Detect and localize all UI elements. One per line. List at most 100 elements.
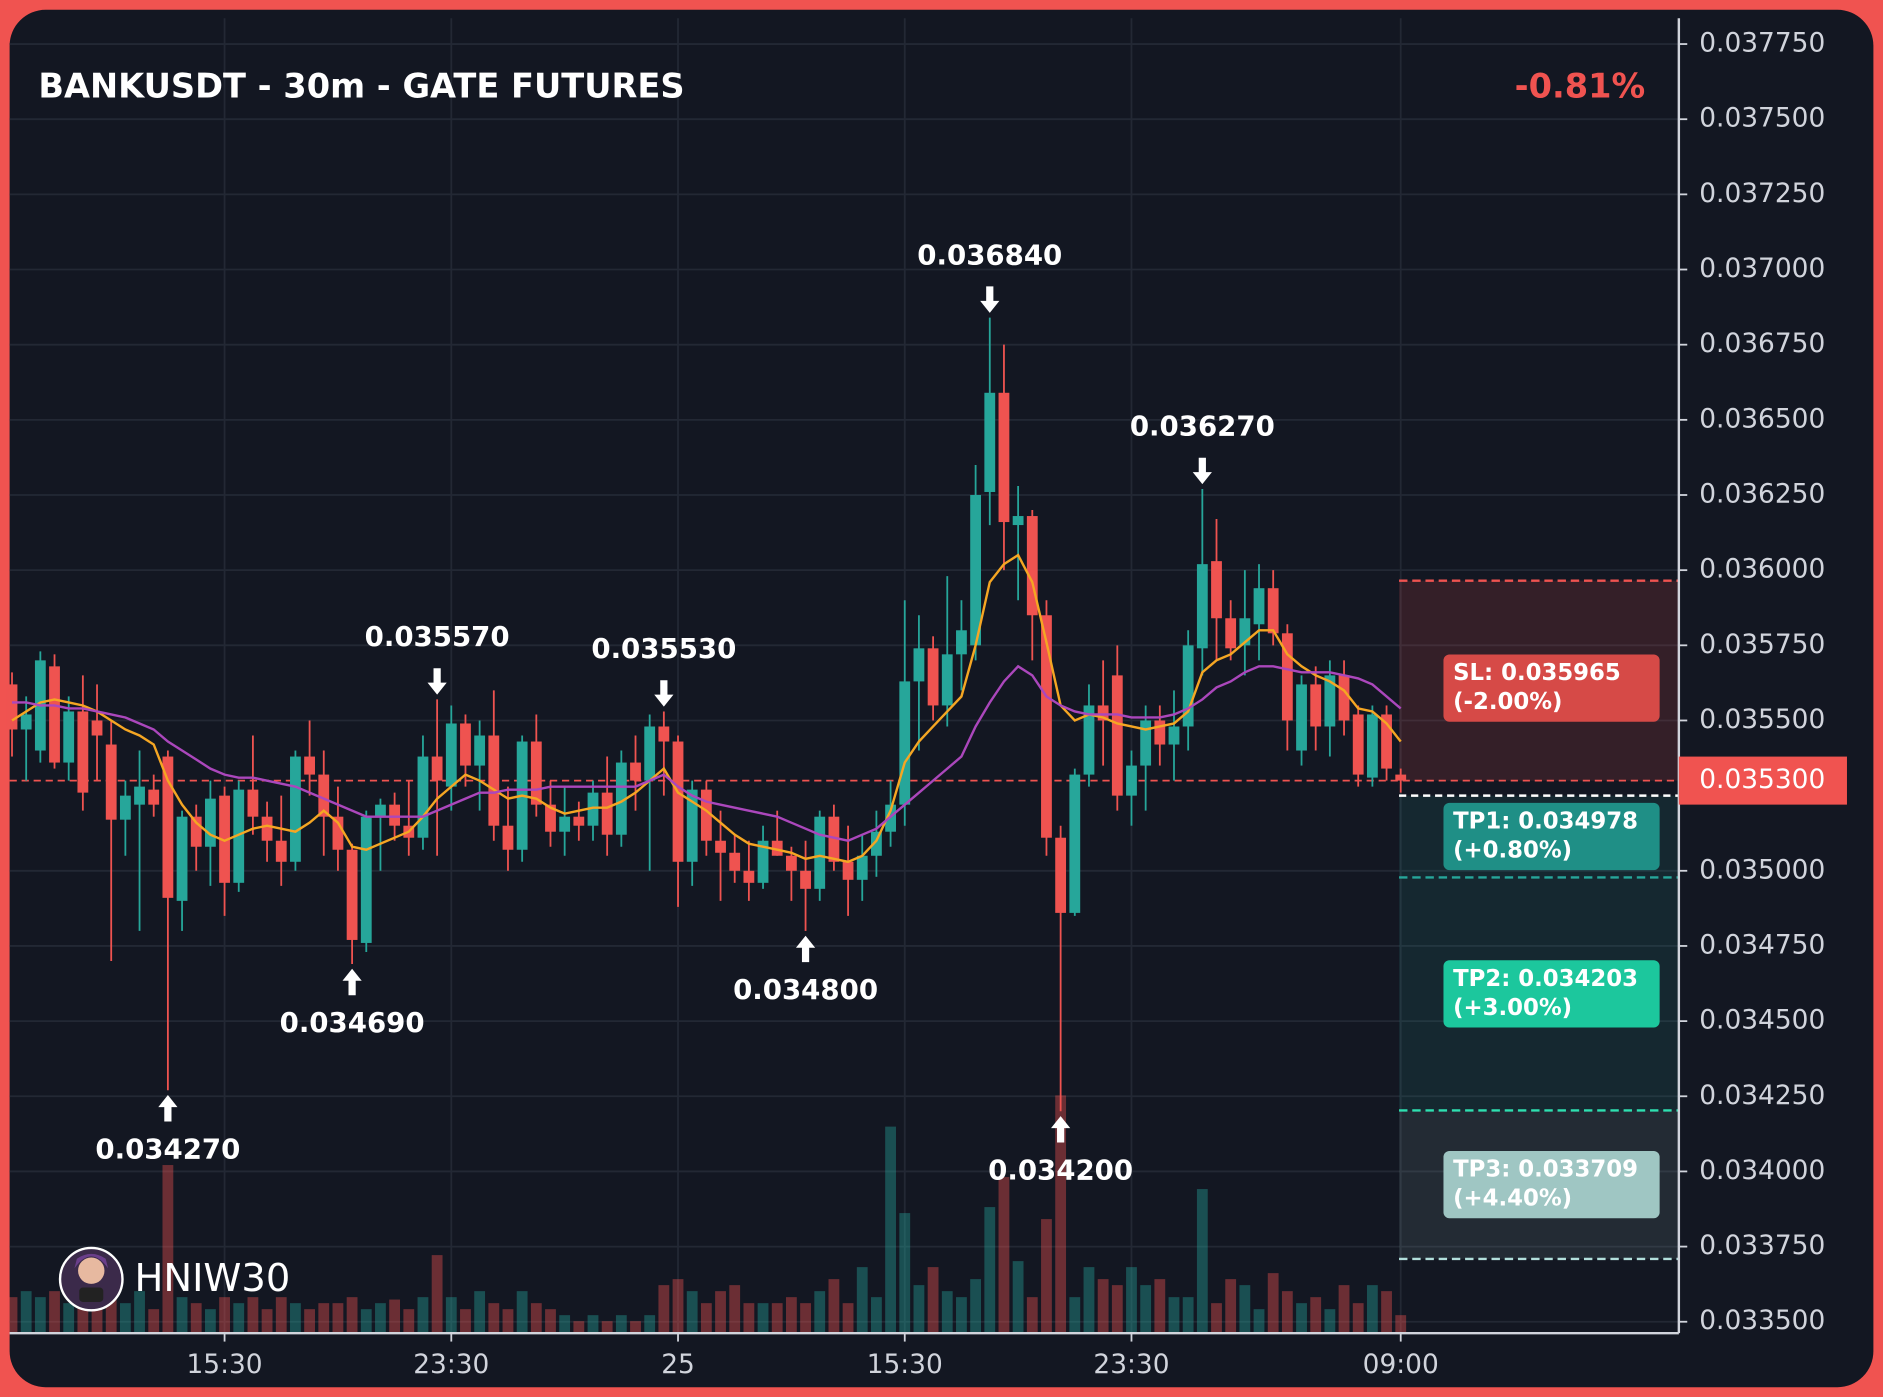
candle-body	[814, 816, 826, 889]
volume-bar	[1211, 1303, 1222, 1334]
candle-body	[148, 789, 160, 805]
volume-bar	[290, 1303, 301, 1334]
x-tick-label: 15:30	[187, 1349, 263, 1380]
volume-bar	[1026, 1297, 1038, 1334]
price-tag	[1678, 756, 1847, 805]
level-label: TP2: 0.034203	[1453, 966, 1638, 992]
candle-body	[275, 840, 287, 862]
volume-bar	[417, 1297, 429, 1334]
candle-body	[601, 792, 613, 835]
candle-body	[233, 789, 245, 883]
candle-body	[757, 840, 769, 883]
x-tick-label: 23:30	[1093, 1349, 1169, 1380]
y-tick-label: 0.034250	[1699, 1080, 1825, 1111]
candle-body	[1324, 675, 1336, 727]
volume-bar	[375, 1303, 386, 1334]
candle-body	[1196, 564, 1208, 649]
candle-body	[49, 666, 60, 763]
candle-body	[474, 735, 486, 766]
volume-bar	[91, 1309, 103, 1334]
volume-bar	[304, 1309, 315, 1334]
volume-bar	[984, 1207, 996, 1334]
candle-body	[1012, 516, 1024, 526]
volume-bar	[105, 1297, 117, 1334]
candle-body	[956, 630, 967, 655]
volume-bar	[941, 1291, 953, 1334]
high-label: 0.036270	[1130, 410, 1275, 443]
candle-body	[346, 849, 358, 940]
low-arrow	[158, 1095, 178, 1122]
candle-body	[1154, 720, 1166, 745]
candle-body	[63, 711, 75, 763]
candle-body	[899, 681, 911, 805]
volume-bar	[1239, 1285, 1251, 1334]
volume-bar	[1140, 1285, 1152, 1334]
candle-body	[1182, 645, 1194, 727]
volume-bar	[601, 1321, 613, 1334]
y-tick-label: 0.034000	[1699, 1155, 1825, 1186]
volume-bar	[700, 1303, 712, 1334]
volume-bar	[1395, 1315, 1407, 1334]
volume-bar	[573, 1321, 585, 1334]
volume-bar	[219, 1297, 230, 1334]
volume-bar	[1338, 1285, 1350, 1334]
x-tick-label: 25	[661, 1349, 695, 1380]
candle-body	[20, 714, 32, 730]
candle-body	[445, 723, 457, 787]
candle-body	[700, 789, 712, 841]
candle-body	[134, 786, 145, 805]
candle-body	[970, 495, 982, 646]
avatar	[58, 1246, 124, 1312]
candle-body	[1338, 675, 1350, 721]
candle-body	[360, 816, 372, 943]
volume-bar	[771, 1303, 783, 1334]
level-note: (+3.00%)	[1453, 995, 1572, 1021]
volume-bar	[1126, 1267, 1137, 1334]
volume-bar	[1324, 1309, 1336, 1334]
candle-body	[587, 792, 599, 826]
volume-bar	[6, 1297, 18, 1334]
y-tick-label: 0.034750	[1699, 929, 1825, 960]
volume-bar	[460, 1309, 471, 1334]
candle-body	[630, 762, 641, 781]
panel	[9, 9, 1874, 1388]
volume-bar	[828, 1279, 840, 1334]
volume-bar	[856, 1267, 868, 1334]
volume-bar	[516, 1291, 528, 1334]
volume-bar	[1182, 1297, 1194, 1334]
candle-body	[502, 825, 514, 850]
volume-bar	[644, 1315, 656, 1334]
y-tick-label: 0.033500	[1699, 1305, 1825, 1336]
candle-body	[644, 726, 656, 781]
candle-body	[1041, 615, 1052, 838]
volume-bar	[913, 1285, 925, 1334]
high-label: 0.036840	[917, 238, 1062, 271]
x-tick-label: 15:30	[867, 1349, 943, 1380]
candle-body	[1267, 588, 1279, 634]
watermark: HNIW30	[135, 1256, 291, 1301]
candle-body	[389, 804, 401, 826]
candle-body	[1026, 516, 1038, 616]
candle-body	[658, 726, 670, 742]
high-arrow	[1192, 457, 1212, 485]
volume-bar	[871, 1297, 882, 1334]
volume-bar	[1168, 1297, 1180, 1334]
volume-bar	[1069, 1297, 1081, 1334]
volume-bar	[190, 1303, 202, 1334]
volume-bar	[233, 1303, 245, 1334]
low-label: 0.034690	[280, 1006, 425, 1039]
volume-bar	[445, 1297, 457, 1334]
volume-bar	[360, 1309, 372, 1334]
volume-bar	[1083, 1267, 1095, 1334]
candle-body	[927, 648, 939, 706]
candle-body	[1296, 684, 1307, 751]
volume-bar	[658, 1285, 670, 1334]
candle-body	[1126, 765, 1137, 796]
volume-bar	[318, 1303, 330, 1334]
moving-average	[12, 664, 1402, 842]
volume-bar	[474, 1291, 486, 1334]
volume-bar	[247, 1297, 259, 1334]
candle-body	[1140, 720, 1152, 766]
candle-body	[417, 756, 429, 838]
level-box	[1443, 1151, 1660, 1219]
